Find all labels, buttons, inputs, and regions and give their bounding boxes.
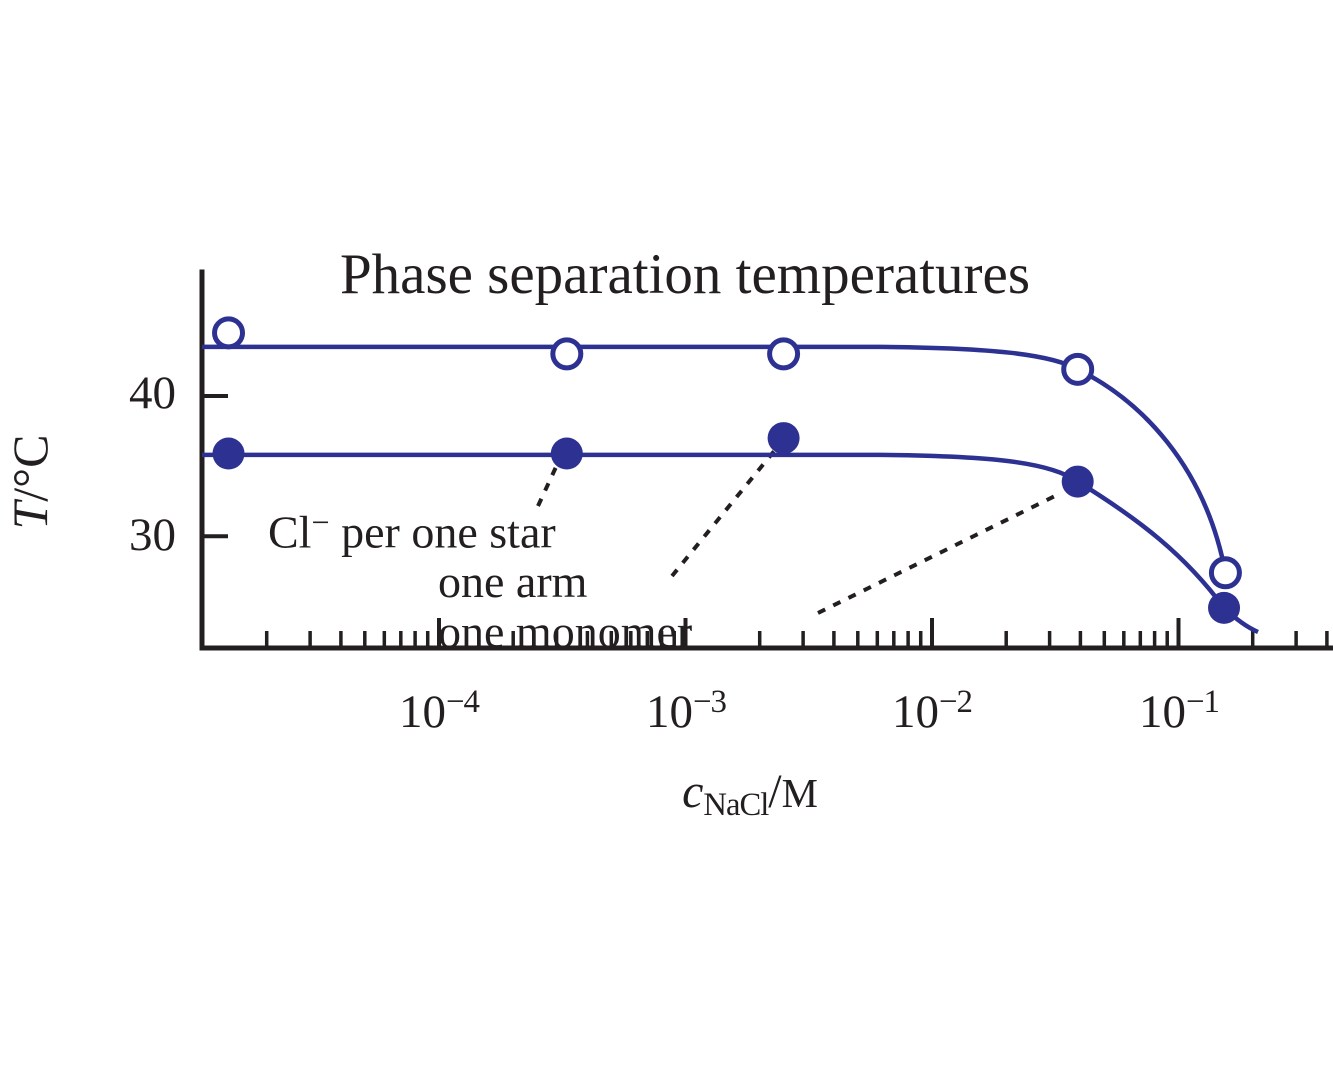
annotation-line-one-monomer: one monomer — [438, 606, 693, 658]
annotation-cl: Cl — [268, 506, 312, 558]
data-point-open-circle — [767, 337, 801, 371]
annotation-block: Cl− per one star one arm one monomer — [268, 497, 692, 657]
data-point-filled-circle — [767, 422, 800, 455]
data-point-filled-circle — [1208, 591, 1241, 624]
y-axis-label-variable: T — [2, 501, 58, 530]
y-tick-label-40: 40 — [129, 367, 176, 419]
chart-title: Phase separation temperatures — [339, 243, 1031, 306]
x-axis-label-separator: / — [768, 765, 782, 818]
data-point-open-circle — [1061, 352, 1095, 386]
x-tick-exponent: −3 — [693, 684, 727, 720]
data-point-open-circle — [1208, 556, 1242, 590]
x-axis-label: cNaCl/M — [540, 765, 960, 824]
x-axis-label-subscript: NaCl — [703, 787, 769, 824]
data-point-open-circle — [550, 337, 584, 371]
annotation-per-one-star: per one star — [329, 506, 556, 558]
y-axis-label-unit: °C — [2, 434, 58, 488]
data-point-filled-circle — [550, 437, 583, 470]
annotation-dotted-line — [817, 493, 1058, 615]
annotation-line-one-arm: one arm — [438, 556, 588, 608]
x-tick-label-1e-2: 10−2 — [852, 686, 1012, 736]
x-axis-label-variable: c — [682, 765, 704, 818]
x-tick-exponent: −4 — [446, 684, 480, 720]
x-tick-label-1e-1: 10−1 — [1099, 686, 1259, 736]
x-tick-label-1e-3: 10−3 — [606, 686, 766, 736]
data-point-filled-circle — [1061, 465, 1094, 498]
annotation-minus-sup: − — [311, 504, 330, 540]
y-axis-label: T/°C — [1, 332, 59, 632]
x-tick-base: 10 — [646, 685, 693, 738]
y-tick-label-30: 30 — [129, 509, 176, 561]
x-axis-label-unit: M — [781, 771, 818, 816]
data-point-filled-circle — [212, 437, 245, 470]
x-tick-exponent: −2 — [939, 684, 973, 720]
x-tick-base: 10 — [892, 685, 939, 738]
y-axis-label-separator: / — [2, 487, 58, 502]
x-tick-base: 10 — [1139, 685, 1186, 738]
x-tick-base: 10 — [399, 685, 446, 738]
x-tick-label-1e-4: 10−4 — [359, 686, 519, 736]
data-point-open-circle — [212, 316, 246, 350]
annotation-dotted-line — [536, 466, 558, 507]
x-tick-exponent: −1 — [1186, 684, 1220, 720]
annotation-line-per-one-star: Cl− per one star — [268, 497, 692, 557]
